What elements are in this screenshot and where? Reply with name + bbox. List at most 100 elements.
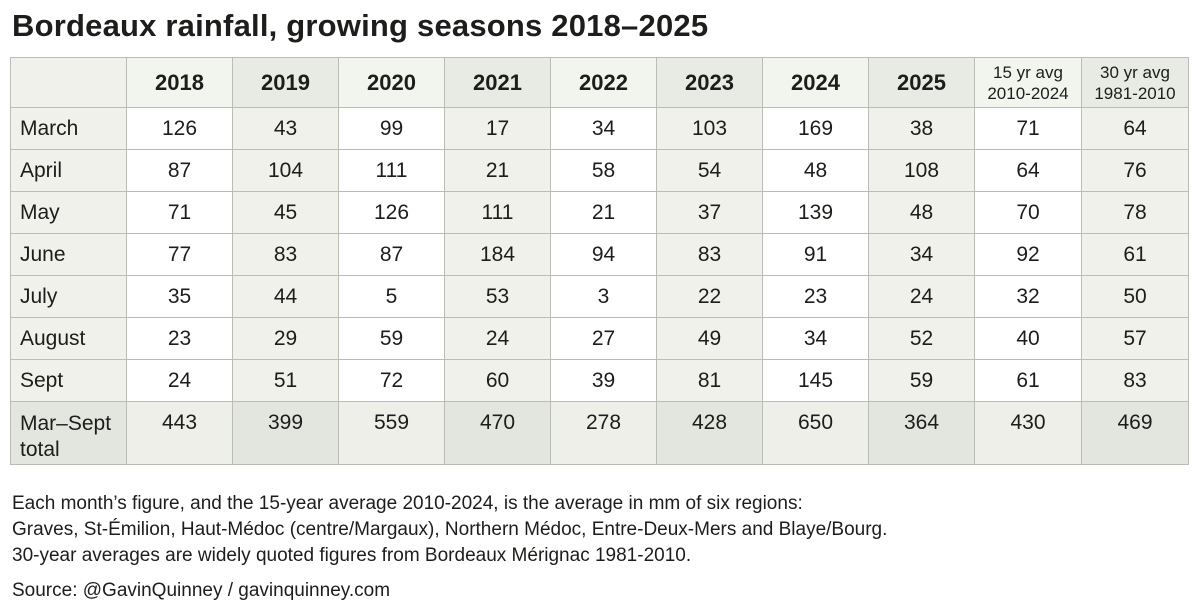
table-row: May 71 45 126 111 21 37 139 48 70 78 [10, 191, 1189, 234]
value-cell: 87 [126, 149, 233, 192]
total-value-cell: 443 [126, 401, 233, 465]
value-cell: 23 [126, 317, 233, 360]
value-cell: 24 [126, 359, 233, 402]
value-cell: 77 [126, 233, 233, 276]
month-label: June [10, 233, 127, 276]
total-value-cell: 428 [656, 401, 763, 465]
value-cell: 83 [232, 233, 339, 276]
year-header: 2020 [338, 57, 445, 108]
table-row: April 87 104 111 21 58 54 48 108 64 76 [10, 149, 1189, 192]
avg-header-line2: 2010-2024 [987, 83, 1069, 103]
value-cell: 64 [1081, 107, 1189, 150]
value-cell: 40 [974, 317, 1082, 360]
table-row: July 35 44 5 53 3 22 23 24 32 50 [10, 275, 1189, 318]
value-cell: 53 [444, 275, 551, 318]
value-cell: 17 [444, 107, 551, 150]
value-cell: 23 [762, 275, 869, 318]
value-cell: 126 [126, 107, 233, 150]
value-cell: 48 [868, 191, 975, 234]
value-cell: 111 [338, 149, 445, 192]
value-cell: 92 [974, 233, 1082, 276]
rainfall-table: 2018 2019 2020 2021 2022 2023 2024 2025 15 yr av… [10, 57, 1189, 465]
total-value-cell: 559 [338, 401, 445, 465]
value-cell: 108 [868, 149, 975, 192]
value-cell: 91 [762, 233, 869, 276]
table-head: 2018 2019 2020 2021 2022 2023 2024 2025 15 yr av… [10, 57, 1189, 108]
corner-cell [10, 57, 127, 108]
year-header: 2024 [762, 57, 869, 108]
value-cell: 21 [444, 149, 551, 192]
value-cell: 58 [550, 149, 657, 192]
total-value-cell: 470 [444, 401, 551, 465]
total-row: Mar–Sept total 443 399 559 470 278 428 650 364 43… [10, 401, 1189, 465]
value-cell: 45 [232, 191, 339, 234]
value-cell: 72 [338, 359, 445, 402]
value-cell: 50 [1081, 275, 1189, 318]
value-cell: 32 [974, 275, 1082, 318]
avg-header-line2: 1981-2010 [1094, 83, 1176, 103]
month-label: July [10, 275, 127, 318]
avg-header-line1: 30 yr avg [1100, 63, 1170, 83]
year-header: 2025 [868, 57, 975, 108]
total-value-cell: 399 [232, 401, 339, 465]
value-cell: 126 [338, 191, 445, 234]
value-cell: 49 [656, 317, 763, 360]
value-cell: 169 [762, 107, 869, 150]
value-cell: 104 [232, 149, 339, 192]
value-cell: 87 [338, 233, 445, 276]
value-cell: 59 [338, 317, 445, 360]
total-value-cell: 650 [762, 401, 869, 465]
value-cell: 34 [762, 317, 869, 360]
value-cell: 5 [338, 275, 445, 318]
value-cell: 48 [762, 149, 869, 192]
value-cell: 44 [232, 275, 339, 318]
note-line: Each month’s figure, and the 15-year ave… [12, 492, 803, 514]
value-cell: 43 [232, 107, 339, 150]
value-cell: 37 [656, 191, 763, 234]
page-title: Bordeaux rainfall, growing seasons 2018–… [12, 8, 709, 43]
total-value-cell: 278 [550, 401, 657, 465]
avg-header: 30 yr avg 1981-2010 [1081, 57, 1189, 108]
value-cell: 38 [868, 107, 975, 150]
table-row: June 77 83 87 184 94 83 91 34 92 61 [10, 233, 1189, 276]
value-cell: 99 [338, 107, 445, 150]
value-cell: 24 [868, 275, 975, 318]
month-label: August [10, 317, 127, 360]
value-cell: 111 [444, 191, 551, 234]
note-line: Graves, St-Émilion, Haut-Médoc (centre/M… [12, 518, 888, 540]
value-cell: 59 [868, 359, 975, 402]
value-cell: 52 [868, 317, 975, 360]
value-cell: 71 [974, 107, 1082, 150]
table-row: March 126 43 99 17 34 103 169 38 71 64 [10, 107, 1189, 150]
value-cell: 29 [232, 317, 339, 360]
year-header: 2019 [232, 57, 339, 108]
value-cell: 60 [444, 359, 551, 402]
table-row: August 23 29 59 24 27 49 34 52 40 57 [10, 317, 1189, 360]
value-cell: 35 [126, 275, 233, 318]
month-label: Sept [10, 359, 127, 402]
value-cell: 64 [974, 149, 1082, 192]
value-cell: 54 [656, 149, 763, 192]
value-cell: 103 [656, 107, 763, 150]
value-cell: 83 [656, 233, 763, 276]
value-cell: 94 [550, 233, 657, 276]
year-header: 2021 [444, 57, 551, 108]
total-label: Mar–Sept total [10, 401, 127, 465]
total-value-cell: 430 [974, 401, 1082, 465]
value-cell: 51 [232, 359, 339, 402]
value-cell: 24 [444, 317, 551, 360]
value-cell: 61 [974, 359, 1082, 402]
value-cell: 21 [550, 191, 657, 234]
avg-header: 15 yr avg 2010-2024 [974, 57, 1082, 108]
header-row: 2018 2019 2020 2021 2022 2023 2024 2025 15 yr av… [10, 57, 1189, 108]
total-value-cell: 364 [868, 401, 975, 465]
value-cell: 83 [1081, 359, 1189, 402]
value-cell: 78 [1081, 191, 1189, 234]
value-cell: 139 [762, 191, 869, 234]
value-cell: 81 [656, 359, 763, 402]
value-cell: 3 [550, 275, 657, 318]
value-cell: 70 [974, 191, 1082, 234]
table-body: March 126 43 99 17 34 103 169 38 71 64 April 87 104 11… [10, 107, 1189, 465]
value-cell: 27 [550, 317, 657, 360]
month-label: May [10, 191, 127, 234]
